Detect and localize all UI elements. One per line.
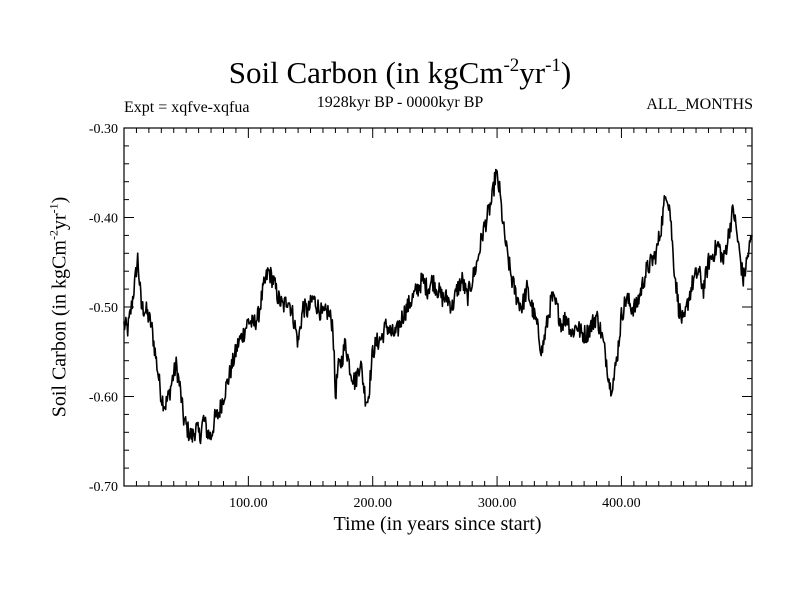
period-label: 1928kyr BP - 0000kyr BP bbox=[316, 94, 484, 111]
y-tick-label: -0.60 bbox=[89, 391, 118, 406]
y-tick-label: -0.30 bbox=[89, 122, 118, 137]
axis-tick-labels: 100.00 200.00 300.00 400.00 -0.30 -0.40 -0.50 -… bbox=[89, 122, 641, 511]
x-axis-label: Time (in years since start) bbox=[333, 513, 542, 535]
chart-title: Soil Carbon (in kgCm-2yr-1) bbox=[228, 55, 572, 90]
x-tick-label: 300.00 bbox=[478, 496, 517, 511]
experiment-label: Expt = xqfve-xqfua bbox=[124, 99, 250, 116]
y-tick-label: -0.40 bbox=[89, 212, 118, 227]
months-label: ALL_MONTHS bbox=[646, 96, 753, 113]
plot-area bbox=[123, 127, 753, 487]
x-tick-label: 400.00 bbox=[602, 496, 641, 511]
y-tick-label: -0.50 bbox=[89, 301, 118, 316]
y-tick-label: -0.70 bbox=[89, 480, 118, 495]
y-axis-label: Soil Carbon (in kgCm-2yr-1) bbox=[46, 196, 71, 418]
series-line-soil-carbon bbox=[123, 168, 753, 445]
x-tick-label: 200.00 bbox=[353, 496, 392, 511]
x-tick-label: 100.00 bbox=[229, 496, 268, 511]
axis-ticks bbox=[124, 128, 752, 486]
